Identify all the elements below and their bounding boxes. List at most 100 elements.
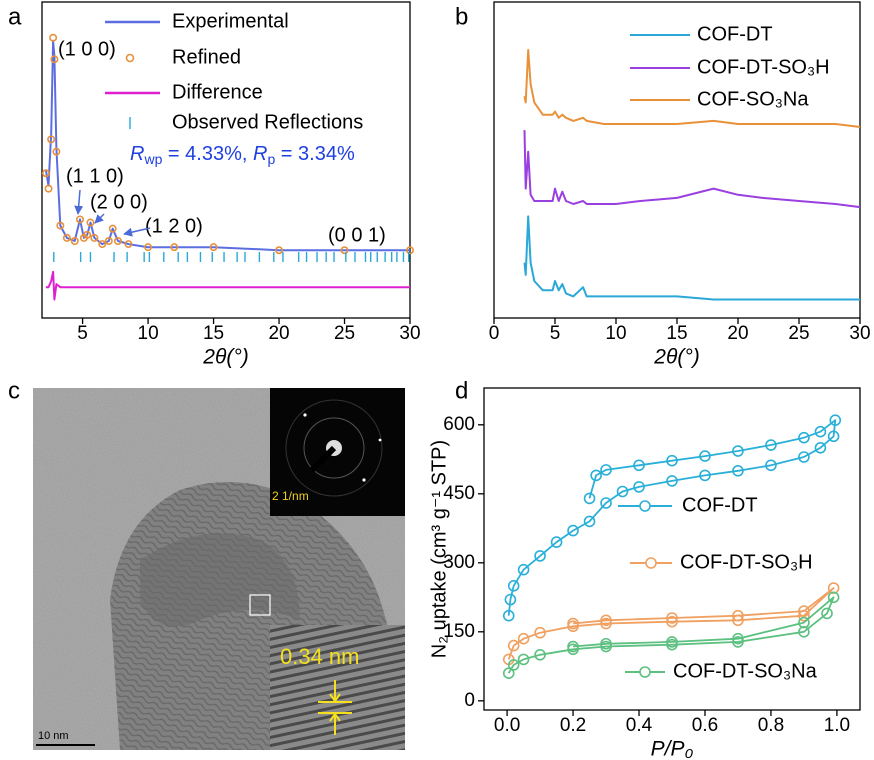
data-point <box>534 626 546 639</box>
x-tick-label: 0.2 <box>560 715 586 736</box>
data-point <box>666 636 678 648</box>
tem-panel: 2 1/nm 0.34 nm 10 nm c <box>8 377 405 750</box>
data-point <box>827 591 840 604</box>
legend-label: Experimental <box>172 10 289 32</box>
x-tick-label: 0.4 <box>626 715 653 736</box>
data-point <box>104 237 113 246</box>
data-point <box>209 243 218 252</box>
data-point <box>56 221 65 230</box>
diffraction-spot <box>378 438 382 442</box>
x-axis-label: 2θ(°) <box>653 346 699 369</box>
x-tick-label: 0.6 <box>692 715 718 736</box>
x-tick-label: 0 <box>489 323 500 344</box>
data-point <box>600 637 612 650</box>
data-point <box>144 243 153 252</box>
data-point <box>765 439 777 451</box>
annotation-part: p <box>267 151 275 167</box>
selected-area <box>249 594 271 616</box>
peak-label: (2 0 0) <box>90 191 148 213</box>
data-point <box>70 237 79 246</box>
y-tick-label: 0 <box>464 690 475 711</box>
data-point <box>52 147 61 156</box>
data-point <box>633 481 645 493</box>
data-point <box>583 492 596 505</box>
annotation-part: wp <box>143 151 162 167</box>
tem-particle-dark <box>140 533 300 627</box>
x-tick-label: 20 <box>268 323 289 344</box>
legend-label: COF-DT <box>697 23 773 45</box>
data-point <box>616 485 629 498</box>
data-point <box>583 515 596 528</box>
inset-scale: 2 1/nm <box>272 489 309 503</box>
legend-label: Observed Reflections <box>172 111 363 133</box>
data-point <box>47 135 56 144</box>
data-point <box>600 497 612 509</box>
fringe-arrow <box>329 712 341 735</box>
data-point <box>507 639 520 652</box>
plot-frame <box>483 387 861 711</box>
y-tick-label: 150 <box>443 621 475 642</box>
data-point <box>504 593 517 606</box>
data-point <box>517 563 530 576</box>
data-point <box>98 240 107 249</box>
data-point <box>699 450 711 462</box>
x-tick-label: 0.0 <box>494 715 520 736</box>
x-tick-label: 5 <box>550 323 561 344</box>
x-axis-label: 2θ(°) <box>202 346 248 369</box>
data-point <box>666 615 678 628</box>
annotation-part: R <box>253 143 267 165</box>
panel-label: b <box>455 3 468 30</box>
peak-label: (1 2 0) <box>145 215 203 237</box>
annotation-part: = 4.33%, <box>162 143 253 165</box>
data-point <box>732 609 744 622</box>
series-line <box>507 587 835 660</box>
data-point <box>829 414 842 427</box>
diffraction-spot <box>303 413 307 417</box>
x-tick-label: 0.8 <box>758 715 784 736</box>
series-line <box>523 130 861 209</box>
data-point <box>600 617 612 630</box>
data-point <box>600 464 612 476</box>
data-point <box>765 459 777 472</box>
data-point <box>62 233 71 242</box>
data-point <box>50 55 59 64</box>
data-point <box>567 524 579 537</box>
panel-label: a <box>8 3 22 30</box>
data-point <box>666 454 678 467</box>
peak-arrow <box>74 189 84 215</box>
legend-label: COF-SO₃Na <box>697 88 809 110</box>
x-tick-label: 10 <box>138 323 159 344</box>
data-point <box>821 607 833 620</box>
data-point <box>502 609 515 622</box>
data-point <box>633 459 645 472</box>
data-point <box>113 237 122 246</box>
x-tick-label: 30 <box>849 323 870 344</box>
x-tick-label: 10 <box>605 323 626 344</box>
data-point <box>517 653 530 666</box>
data-point <box>814 441 827 454</box>
data-point <box>124 240 133 249</box>
data-point <box>666 612 678 624</box>
legend-label: Refined <box>172 46 241 68</box>
legend-label: COF-DT-SO₃H <box>697 56 830 78</box>
series-line <box>45 270 410 301</box>
plot-frame <box>41 1 411 319</box>
data-point <box>590 469 602 482</box>
diffraction-ring <box>285 399 383 497</box>
data-point <box>90 233 99 242</box>
y-axis-label: N₂ uptake (cm³ g⁻¹ STP) <box>428 440 450 658</box>
x-tick-label: 25 <box>788 323 809 344</box>
x-tick-label: 1.0 <box>824 715 850 736</box>
data-point <box>534 648 546 661</box>
data-point <box>798 605 810 617</box>
data-point <box>827 430 840 443</box>
peak-arrow <box>123 227 151 237</box>
data-point <box>732 632 744 645</box>
beam-stopper <box>309 445 337 473</box>
data-point <box>340 246 349 255</box>
x-tick-label: 15 <box>203 323 224 344</box>
data-point <box>507 579 520 592</box>
data-point <box>732 445 744 457</box>
panel-label: d <box>455 377 468 404</box>
series-line <box>507 419 837 616</box>
